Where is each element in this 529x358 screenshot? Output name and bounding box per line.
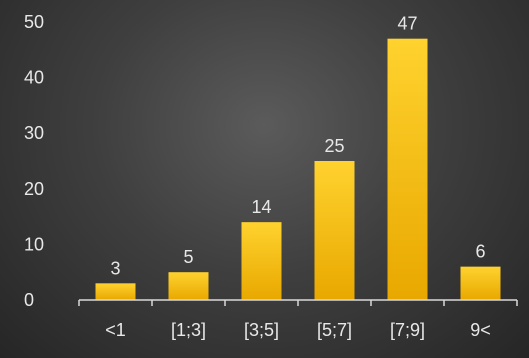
bar (314, 161, 355, 300)
y-tick-label: 20 (24, 179, 44, 199)
data-label: 3 (110, 258, 120, 278)
bar (95, 283, 136, 300)
x-axis-tick-labels: <1 [1;3] [3;5] [5;7] [7;9] 9< (105, 320, 491, 340)
bar (460, 266, 501, 300)
y-tick-label: 50 (24, 12, 44, 32)
y-tick-label: 10 (24, 234, 44, 254)
bar (387, 38, 428, 301)
x-tick-label: 9< (470, 320, 491, 340)
bar (168, 272, 209, 300)
data-label: 47 (397, 14, 417, 34)
x-axis-tick-marks (78, 300, 518, 306)
x-tick-label: [5;7] (317, 320, 352, 340)
data-label: 25 (324, 136, 344, 156)
x-tick-label: [7;9] (390, 320, 425, 340)
bar (241, 222, 282, 300)
x-tick-label: [1;3] (171, 320, 206, 340)
y-axis-tick-labels: 0 10 20 30 40 50 (24, 12, 44, 310)
data-label: 6 (475, 242, 485, 262)
data-label: 5 (183, 247, 193, 267)
x-tick-label: [3;5] (244, 320, 279, 340)
y-tick-label: 0 (24, 290, 34, 310)
x-tick-label: <1 (105, 320, 126, 340)
data-labels: 3 5 14 25 47 6 (110, 14, 485, 279)
y-tick-label: 40 (24, 68, 44, 88)
bars (95, 38, 501, 301)
data-label: 14 (251, 197, 271, 217)
y-tick-label: 30 (24, 123, 44, 143)
